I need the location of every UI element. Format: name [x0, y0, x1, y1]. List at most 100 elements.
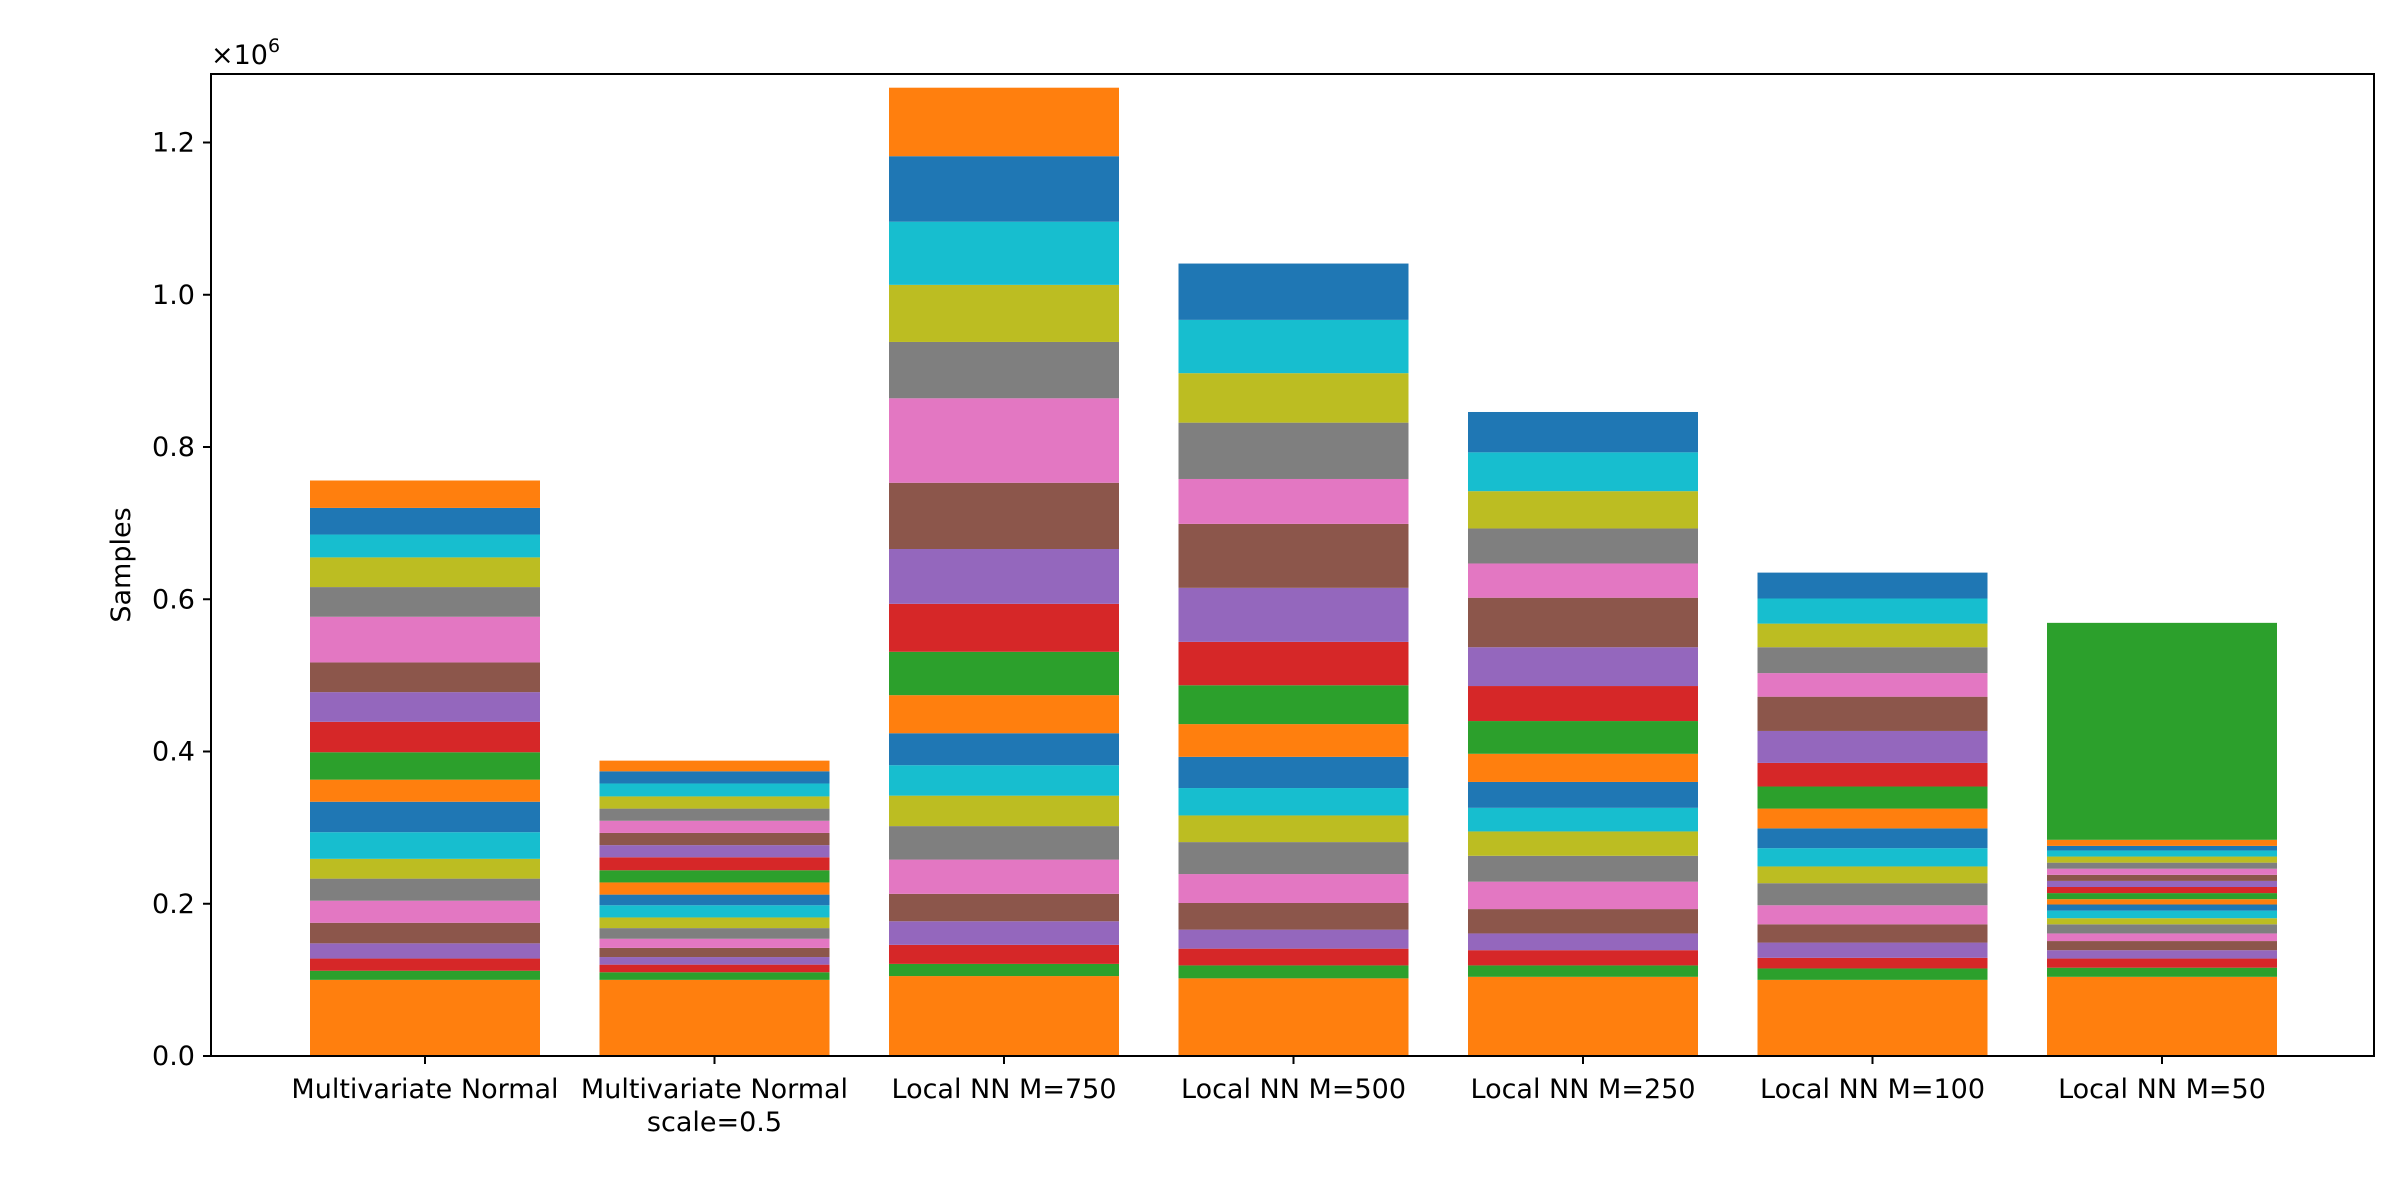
bar-segment: [1178, 788, 1409, 816]
bar-segment: [1757, 673, 1988, 697]
bar-segment: [310, 721, 540, 753]
bar-segment: [1757, 572, 1988, 599]
bar-segment: [2047, 958, 2277, 968]
y-axis: 0.0 0.2 0.4 0.6 0.8 1.0 1.2: [152, 128, 211, 1072]
bar-segment: [889, 398, 1119, 483]
x-tick-label: scale=0.5: [647, 1107, 782, 1138]
bar-segment: [599, 832, 830, 846]
y-axis-multiplier: ×106: [211, 35, 280, 71]
x-axis: Multivariate Normal Multivariate Normalsc…: [291, 1056, 2266, 1138]
y-tick-label: 0.8: [152, 432, 195, 463]
bar-segment: [1468, 491, 1698, 529]
bar-segment: [1468, 909, 1698, 934]
bar-segment: [2047, 918, 2277, 925]
bar-segment: [889, 826, 1119, 860]
bar-segment: [1757, 924, 1988, 943]
bar-segment: [1468, 563, 1698, 598]
bar-segment: [1757, 866, 1988, 884]
bar-segment: [1757, 762, 1988, 787]
bar-segment: [889, 893, 1119, 922]
bar-segment: [1178, 874, 1409, 903]
bar-segment: [599, 964, 830, 973]
bar-segment: [1468, 976, 1698, 1056]
x-tick-label: Multivariate Normal: [581, 1074, 848, 1105]
bar-segment: [1178, 478, 1409, 524]
bar-segment: [2047, 967, 2277, 977]
bar-segment: [599, 917, 830, 929]
bar-segment: [2047, 899, 2277, 905]
bar-segment: [599, 928, 830, 939]
bar-segment: [889, 976, 1119, 1056]
bar-segment: [1178, 319, 1409, 374]
bar-segment: [1757, 730, 1988, 763]
bar-segment: [310, 878, 540, 901]
bar-segment: [310, 970, 540, 980]
bar-segment: [599, 870, 830, 883]
bar-segment: [1468, 831, 1698, 856]
bar-segment: [889, 733, 1119, 766]
bar-segment: [1468, 965, 1698, 977]
bar-segment: [889, 549, 1119, 604]
bar-segment: [2047, 874, 2277, 881]
bar-segment: [599, 796, 830, 809]
bar-segment: [889, 603, 1119, 652]
bar-segment: [1468, 721, 1698, 754]
bar-segment: [599, 808, 830, 821]
bar-segment: [599, 845, 830, 858]
x-tick-label: Local NN M=50: [2058, 1074, 2266, 1105]
bar-segment: [310, 534, 540, 558]
bar-segment: [1178, 724, 1409, 757]
bar-segment: [1757, 968, 1988, 980]
bar-segment: [310, 858, 540, 879]
bar-segment: [889, 87, 1119, 157]
bar-segment: [599, 972, 830, 980]
bar-segment: [1178, 815, 1409, 843]
bar-segment: [1178, 902, 1409, 930]
y-axis-label: Samples: [106, 507, 137, 622]
bar-segment: [1757, 905, 1988, 925]
bar-segment: [1178, 422, 1409, 479]
bar-segment: [889, 221, 1119, 285]
bar-segment: [889, 765, 1119, 796]
bar-segment: [1178, 929, 1409, 949]
bar-segment: [1468, 597, 1698, 648]
bar-segment: [889, 156, 1119, 222]
bar-segment: [310, 922, 540, 944]
bar-segment: [2047, 950, 2277, 959]
bar-segment: [1178, 685, 1409, 725]
bar-segment: [1468, 528, 1698, 564]
bar-segment: [889, 963, 1119, 977]
bar-segment: [1468, 881, 1698, 910]
bar-segment: [1757, 828, 1988, 849]
x-tick-label: Multivariate Normal: [291, 1074, 558, 1105]
bar-segment: [1757, 942, 1988, 958]
bar-segment: [1178, 587, 1409, 642]
bar-segment: [2047, 924, 2277, 934]
bar-segment: [889, 284, 1119, 342]
bar-segment: [2047, 910, 2277, 919]
bar-segment: [1757, 808, 1988, 829]
bar-segment: [889, 341, 1119, 399]
bar-segment: [1178, 965, 1409, 979]
bar-segment: [1468, 807, 1698, 832]
bar-segment: [1757, 848, 1988, 867]
bar-segment: [310, 507, 540, 535]
bars-layer: [310, 87, 2277, 1056]
bar-segment: [599, 957, 830, 965]
bar-segment: [1468, 753, 1698, 782]
bar-segment: [2047, 622, 2277, 840]
bar-segment: [889, 482, 1119, 550]
bar-segment: [599, 938, 830, 948]
bar-segment: [2047, 856, 2277, 863]
y-tick-label: 0.6: [152, 584, 195, 615]
bar-segment: [1757, 623, 1988, 648]
bar-segment: [599, 894, 830, 906]
bar-segment: [1468, 411, 1698, 453]
bar-segment: [1178, 842, 1409, 875]
bar-segment: [2047, 850, 2277, 857]
bar-segment: [310, 557, 540, 588]
bar-segment: [2047, 868, 2277, 875]
y-tick-label: 1.0: [152, 280, 195, 311]
y-axis-multiplier-exponent: 6: [268, 35, 280, 57]
